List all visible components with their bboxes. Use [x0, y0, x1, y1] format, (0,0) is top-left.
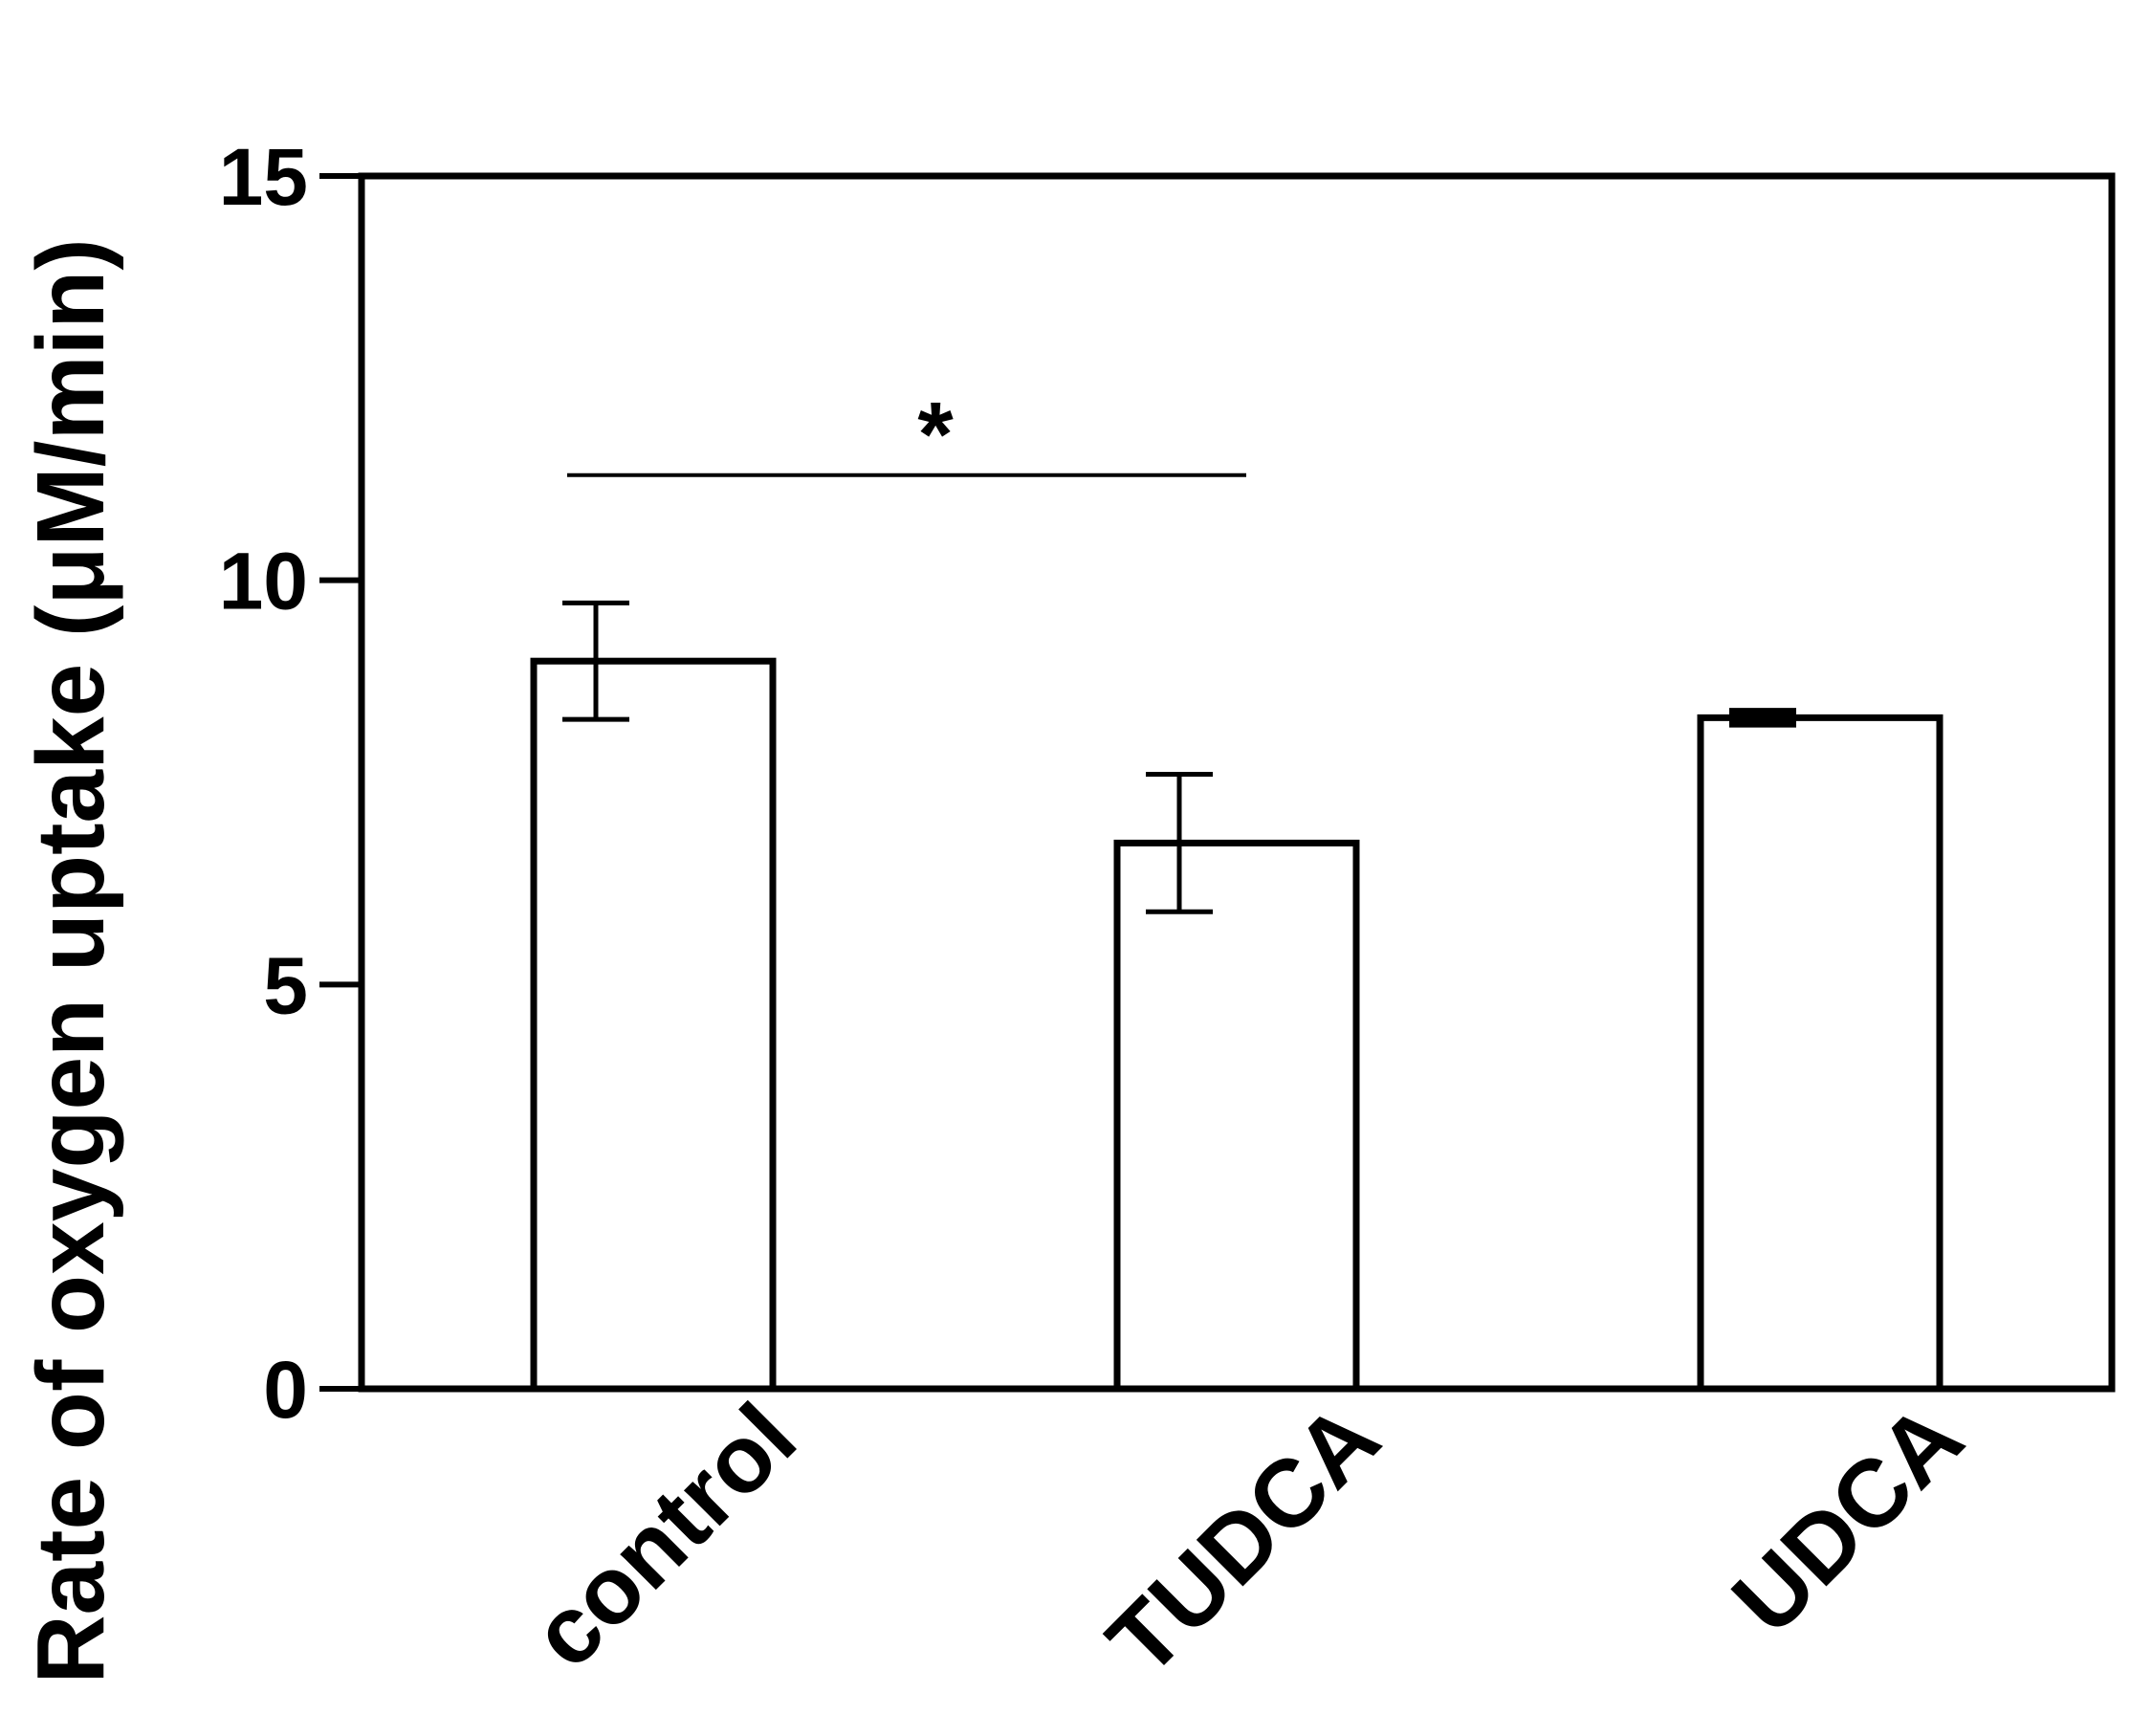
x-category-label-tudca: TUDCA — [1087, 1383, 1400, 1696]
y-axis-ticks: 0 5 10 15 — [219, 132, 362, 1435]
y-tick-label: 0 — [263, 1345, 308, 1435]
y-tick-label: 10 — [219, 537, 308, 626]
y-tick-label: 15 — [219, 132, 308, 222]
x-category-label-control: control — [512, 1383, 817, 1688]
bar-tudca — [1113, 839, 1360, 1393]
annotations-group: * — [567, 384, 1246, 486]
error-bars-group — [562, 600, 1796, 914]
bar-udca — [1697, 714, 1943, 1393]
bars-group — [530, 657, 1943, 1393]
y-axis-title: Rate of oxygen uptake (μM/min) — [17, 238, 124, 1683]
bar-control — [530, 657, 777, 1393]
x-category-label-udca: UDCA — [1712, 1383, 1983, 1654]
significance-star: * — [917, 384, 954, 486]
x-axis-category-labels: control TUDCA UDCA — [512, 1383, 1984, 1696]
y-tick-label: 5 — [263, 940, 308, 1030]
